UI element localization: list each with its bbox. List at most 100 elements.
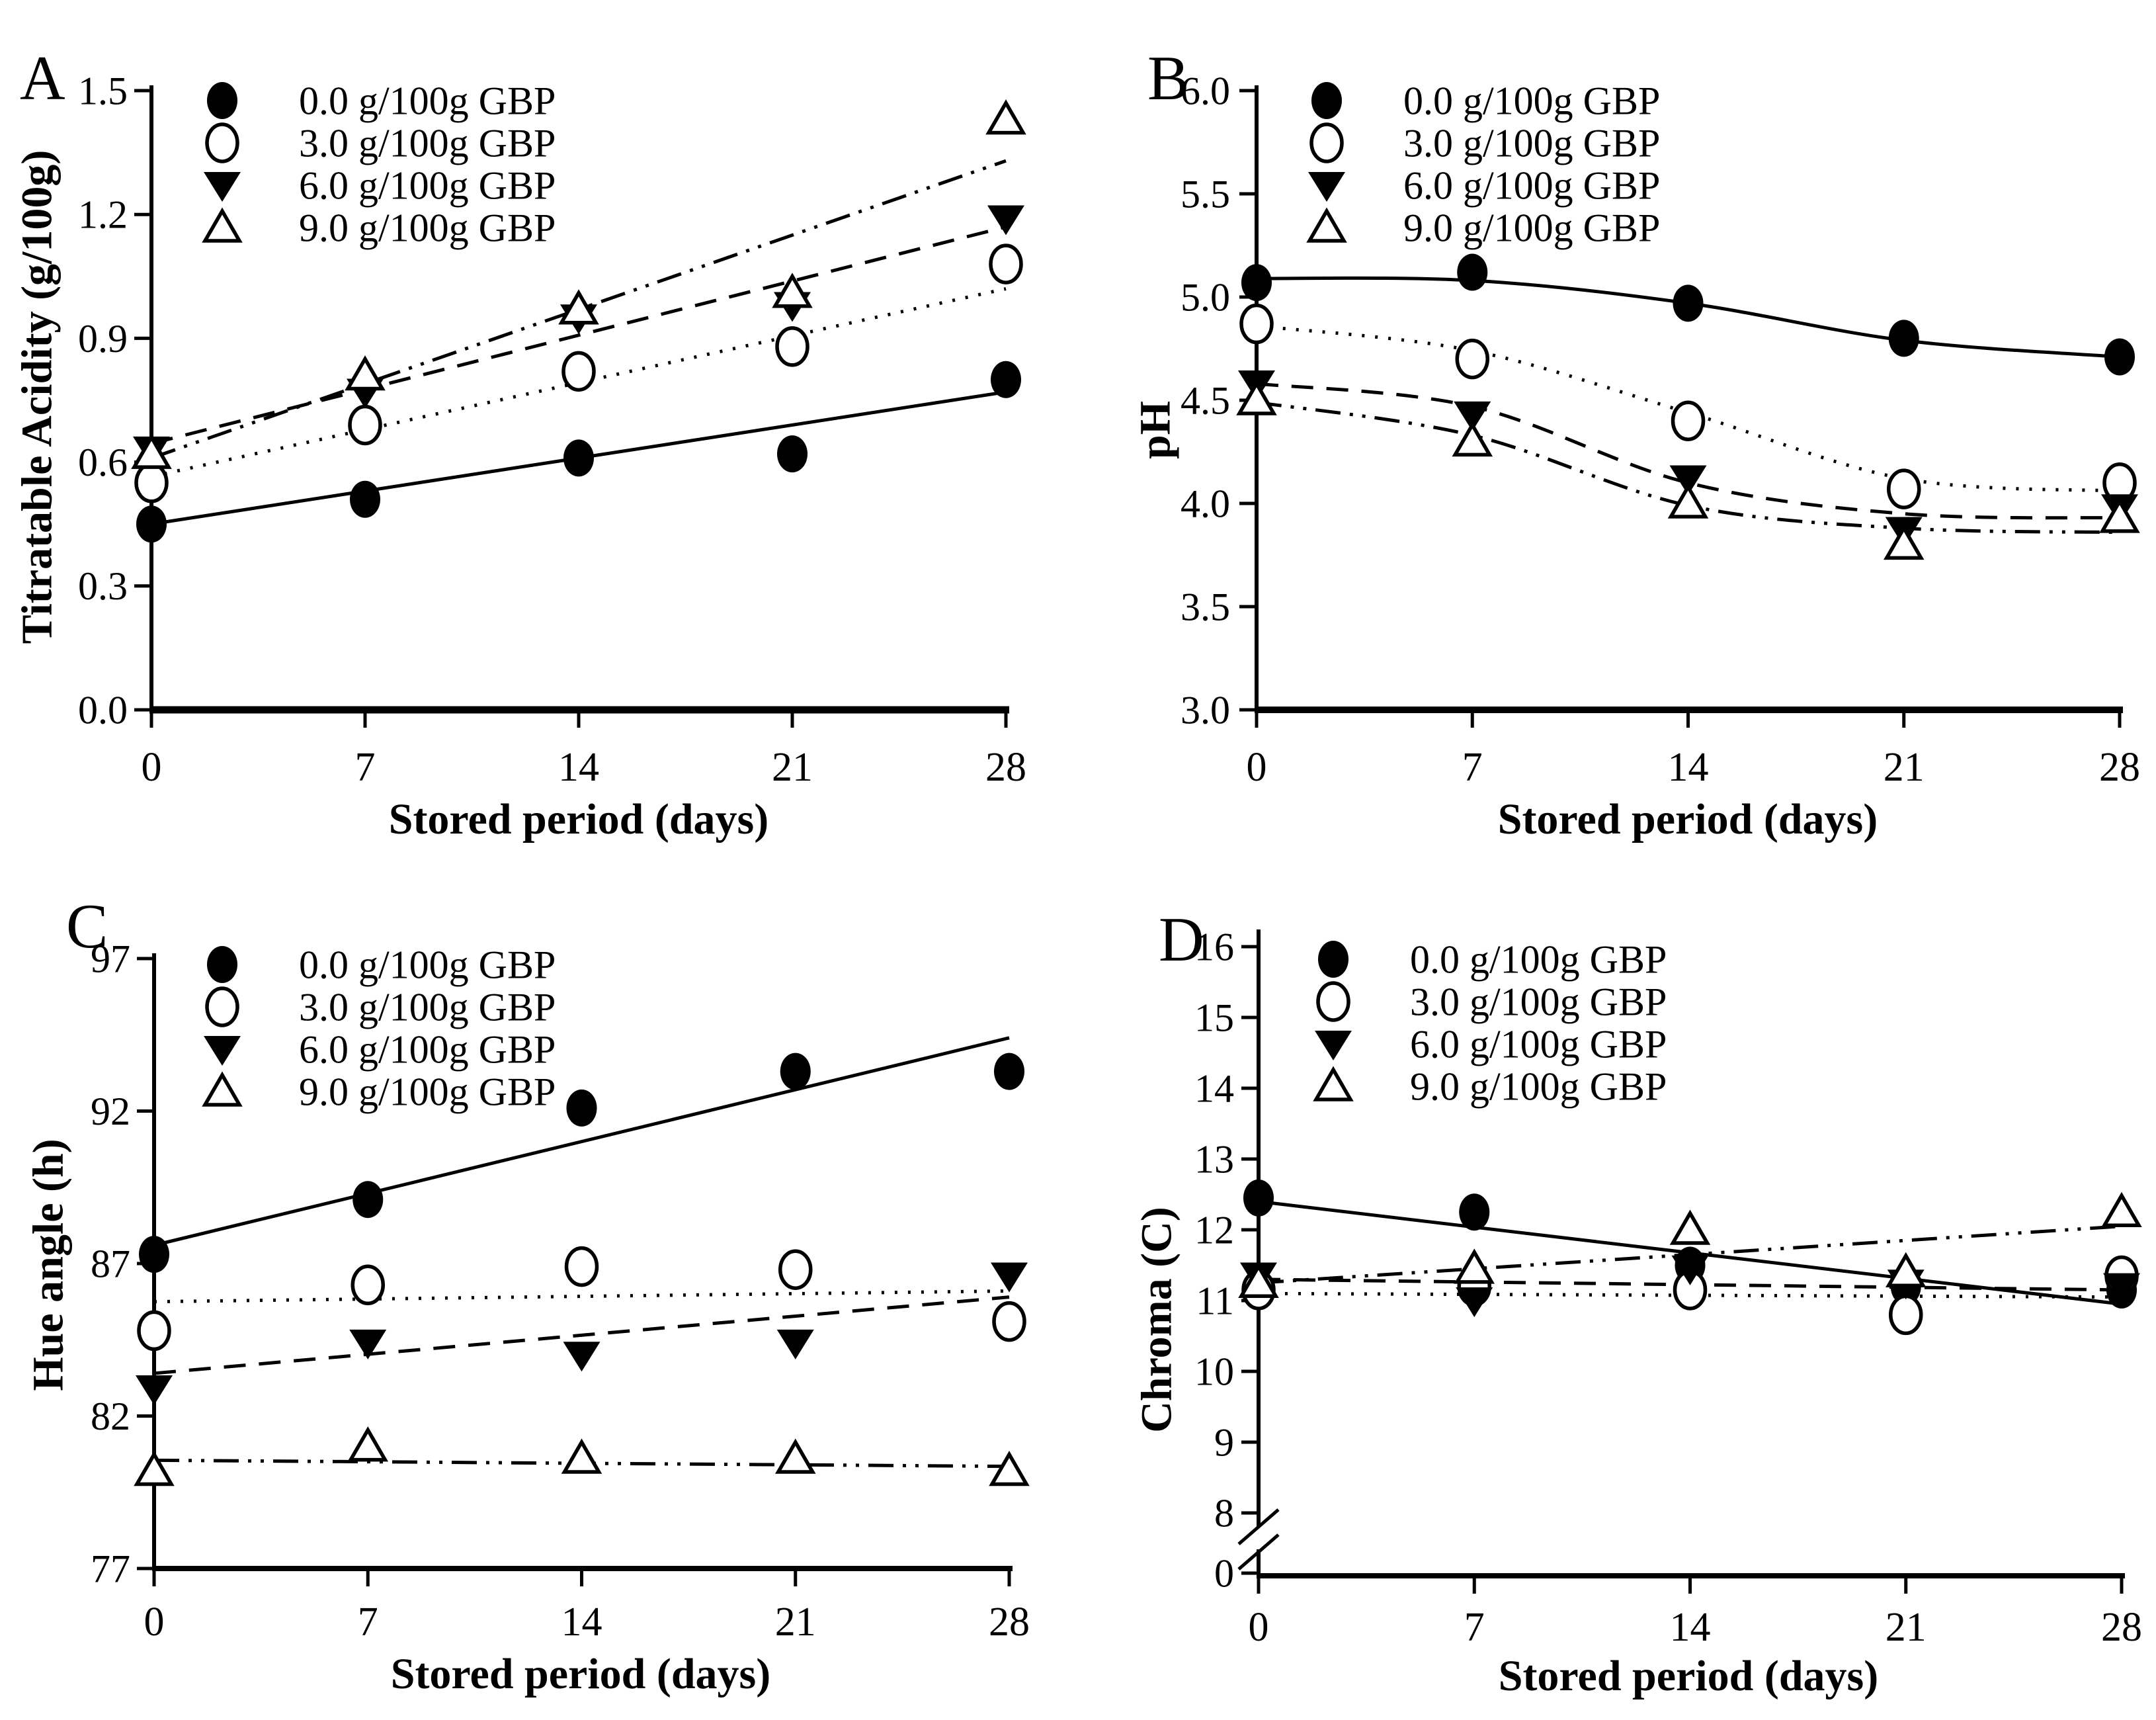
series-2-trend-line: [153, 1295, 1010, 1375]
y-tick-label-1: 3.5: [1181, 585, 1230, 628]
y-axis-title: Titratable Acidity (g/100g): [13, 150, 61, 644]
axis-break-slash-1: [1237, 1533, 1280, 1570]
series-0-point-1-filled-circle: [1457, 253, 1488, 291]
x-axis-title: Stored period (days): [1498, 795, 1878, 843]
x-tick-label-0: 0: [144, 1600, 165, 1645]
series-1-point-2-open-circle: [561, 351, 596, 392]
legend-marker-0-filled-circle: [1318, 941, 1348, 978]
legend-label-3: 9.0 g/100g GBP: [1410, 1064, 1667, 1108]
series-0-point-0-filled-circle: [1243, 1179, 1274, 1217]
series-1-point-1-open-circle: [1455, 338, 1489, 380]
x-tick-label-1: 7: [355, 745, 376, 790]
series-3-point-3-open-triangle-up: [774, 1438, 816, 1474]
legend-label-3: 9.0 g/100g GBP: [1403, 206, 1660, 249]
y-tick-label-3: 92: [91, 1090, 130, 1133]
y-tick-label-0: 77: [91, 1547, 130, 1590]
series-3-point-0-open-triangle-up: [131, 433, 172, 469]
series-3-point-4-open-triangle-up: [2099, 497, 2140, 533]
x-tick-label-3: 21: [772, 745, 813, 790]
series-0-point-1-filled-circle: [352, 1181, 384, 1219]
series-3-point-3-open-triangle-up: [1885, 1252, 1927, 1287]
x-tick-label-4: 28: [2101, 1605, 2142, 1650]
legend-label-1: 3.0 g/100g GBP: [299, 985, 556, 1029]
x-tick-label-2: 14: [558, 745, 599, 790]
series-3-point-1-open-triangle-up: [1454, 1248, 1495, 1284]
series-1-point-2-open-circle: [1671, 400, 1706, 441]
series-3-point-2-open-triangle-up: [1667, 483, 1709, 519]
series-0-point-0-filled-circle: [136, 505, 167, 543]
y-axis-title: pH: [1131, 401, 1179, 459]
legend-label-1: 3.0 g/100g GBP: [299, 121, 556, 165]
series-2-point-1-filled-triangle-down: [349, 1329, 387, 1359]
x-tick-label-3: 21: [775, 1600, 816, 1645]
y-tick-label-3: 4.5: [1181, 378, 1230, 422]
series-3-point-1-open-triangle-up: [345, 355, 386, 391]
series-3-point-2-open-triangle-up: [1669, 1209, 1711, 1245]
x-tick-label-0: 0: [142, 745, 162, 790]
y-tick-label-2: 4.0: [1181, 482, 1230, 525]
y-tick-label-0: 8: [1214, 1491, 1234, 1535]
legend-label-1: 3.0 g/100g GBP: [1410, 980, 1667, 1023]
series-0-point-3-filled-circle: [1888, 320, 1919, 357]
y-tick-label-3: 11: [1196, 1279, 1234, 1322]
y-tick-label-5: 5.5: [1181, 172, 1230, 216]
series-0-point-2-filled-circle: [563, 439, 594, 477]
legend-label-2: 6.0 g/100g GBP: [299, 163, 556, 207]
series-0-point-1-filled-circle: [1459, 1193, 1490, 1231]
series-1-point-0-open-circle: [137, 1310, 171, 1352]
y-tick-label-zero: 0: [1214, 1551, 1234, 1595]
legend-label-2: 6.0 g/100g GBP: [1410, 1022, 1667, 1066]
y-tick-label-4: 1.2: [78, 193, 128, 237]
legend-marker-1-open-circle: [1316, 981, 1350, 1022]
legend-marker-2-filled-triangle-down: [1308, 172, 1345, 202]
x-axis-title: Stored period (days): [1499, 1652, 1878, 1700]
series-0-point-0-filled-circle: [1241, 264, 1272, 302]
series-1-point-4-open-circle: [989, 243, 1023, 284]
legend-label-0: 0.0 g/100g GBP: [1410, 937, 1667, 981]
series-2-point-2-filled-triangle-down: [1671, 1255, 1709, 1285]
y-tick-label-1: 82: [91, 1395, 130, 1438]
series-1-point-3-open-circle: [1887, 468, 1921, 509]
legend-label-3: 9.0 g/100g GBP: [299, 1070, 556, 1113]
series-3-point-4-open-triangle-up: [989, 1450, 1030, 1486]
x-tick-label-3: 21: [1886, 1605, 1927, 1650]
series-3-point-1-open-triangle-up: [1452, 421, 1493, 457]
legend-marker-2-filled-triangle-down: [1315, 1031, 1352, 1060]
series-2-point-2-filled-triangle-down: [563, 1342, 601, 1372]
x-tick-label-0: 0: [1249, 1605, 1269, 1650]
series-3-point-4-open-triangle-up: [2101, 1191, 2142, 1227]
x-tick-label-3: 21: [1884, 745, 1925, 790]
legend-label-0: 0.0 g/100g GBP: [299, 79, 556, 122]
x-tick-label-2: 14: [1668, 745, 1709, 790]
series-1-point-1-open-circle: [351, 1264, 385, 1306]
panel-titratable-acidity: A 0.0 0.3 0.6 0.9 1.2 1.5 0 7 14 21 28 Stored period…: [13, 43, 1026, 843]
series-3-point-4-open-triangle-up: [985, 99, 1026, 135]
series-1-trend-line: [153, 1289, 1010, 1304]
x-axis-title: Stored period (days): [391, 1650, 770, 1698]
y-tick-label-2: 0.6: [78, 441, 128, 484]
series-1-point-2-open-circle: [564, 1246, 599, 1287]
y-tick-label-0: 3.0: [1181, 688, 1230, 732]
series-0-point-4-filled-circle: [991, 361, 1021, 398]
x-tick-label-4: 28: [2099, 745, 2140, 790]
y-tick-label-3: 0.9: [78, 317, 128, 361]
y-tick-label-1: 0.3: [78, 564, 128, 608]
series-0-point-2-filled-circle: [1673, 284, 1704, 322]
series-3-point-2-open-triangle-up: [561, 1438, 602, 1474]
series-3-trend-line: [1256, 400, 2120, 535]
y-axis-title: Chroma (C): [1132, 1207, 1181, 1433]
legend-marker-2-filled-triangle-down: [204, 172, 241, 202]
series-3-point-0-open-triangle-up: [134, 1450, 175, 1486]
legend-marker-3-open-triangle-up: [202, 1071, 243, 1107]
y-tick-label-2: 10: [1194, 1350, 1234, 1393]
legend-marker-0-filled-circle: [1311, 82, 1342, 119]
series-1-point-0-open-circle: [134, 462, 169, 503]
legend-label-0: 0.0 g/100g GBP: [1403, 79, 1660, 122]
legend-label-3: 9.0 g/100g GBP: [299, 206, 556, 249]
series-2-point-4-filled-triangle-down: [2103, 1273, 2140, 1303]
x-tick-label-0: 0: [1247, 745, 1267, 790]
series-2-point-1-filled-triangle-down: [1456, 1287, 1493, 1317]
series-2-point-3-filled-triangle-down: [776, 1329, 814, 1359]
